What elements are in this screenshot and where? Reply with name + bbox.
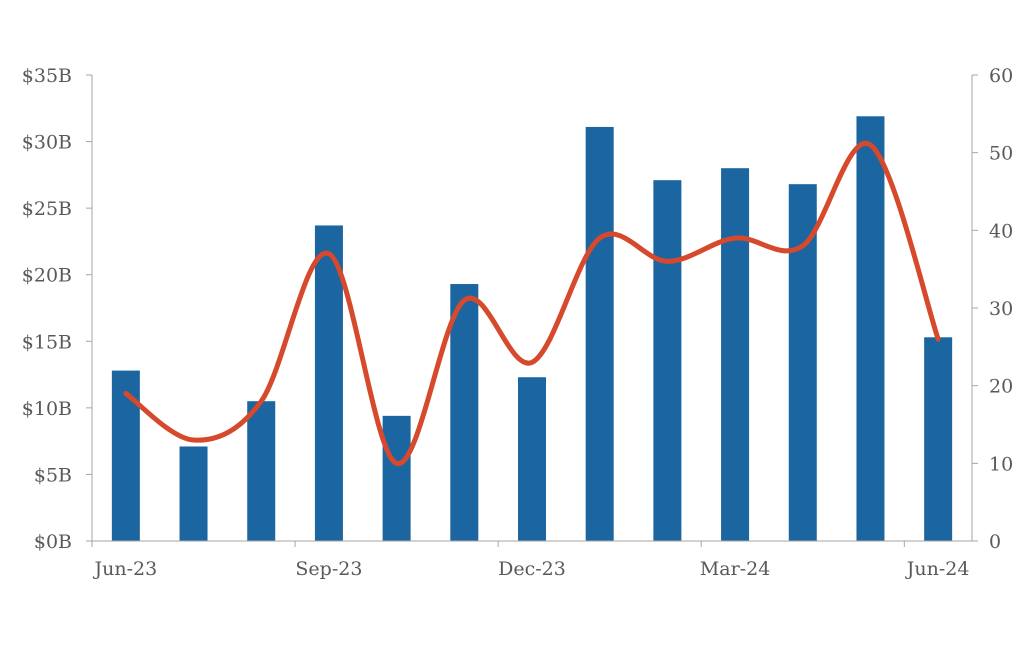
bar — [314, 225, 343, 542]
y-left-tick-label: $5B — [34, 464, 72, 486]
y-left-tick-label: $25B — [22, 198, 72, 220]
y-left-tick-label: $15B — [22, 331, 72, 353]
bar — [247, 401, 276, 541]
bar — [721, 168, 750, 541]
bar — [179, 446, 208, 541]
y-right-tick-label: 50 — [989, 143, 1013, 165]
bar — [924, 337, 953, 541]
y-right-tick-label: 40 — [989, 220, 1013, 242]
x-tick-label: Jun-24 — [905, 558, 970, 580]
y-left-tick-label: $30B — [22, 132, 72, 154]
y-left-tick-label: $10B — [22, 398, 72, 420]
y-left-tick-label: $0B — [34, 531, 72, 553]
bar — [856, 116, 885, 541]
y-right-tick-label: 20 — [989, 376, 1013, 398]
tick-labels: $0B $5B $10B $15B $20B $25B $30B $35B 0 10 20 30 40 5… — [22, 65, 1013, 580]
y-right-tick-label: 30 — [989, 298, 1013, 320]
y-left-tick-label: $20B — [22, 265, 72, 287]
y-right-tick-label: 0 — [989, 531, 1001, 553]
x-tick-label: Mar-24 — [700, 558, 770, 580]
x-tick-label: Dec-23 — [498, 558, 566, 580]
axes — [86, 74, 978, 547]
bar — [518, 377, 546, 541]
y-left-tick-label: $35B — [22, 65, 72, 87]
bar — [653, 180, 682, 541]
x-tick-label: Jun-23 — [93, 558, 158, 580]
y-right-tick-label: 60 — [989, 65, 1013, 87]
x-tick-label: Sep-23 — [295, 558, 362, 580]
bar — [382, 415, 411, 541]
line-path — [123, 140, 941, 466]
y-right-tick-label: 10 — [989, 453, 1013, 475]
bar — [450, 284, 479, 541]
bar — [585, 126, 614, 541]
line-series — [123, 140, 941, 466]
bar-series — [111, 116, 953, 542]
